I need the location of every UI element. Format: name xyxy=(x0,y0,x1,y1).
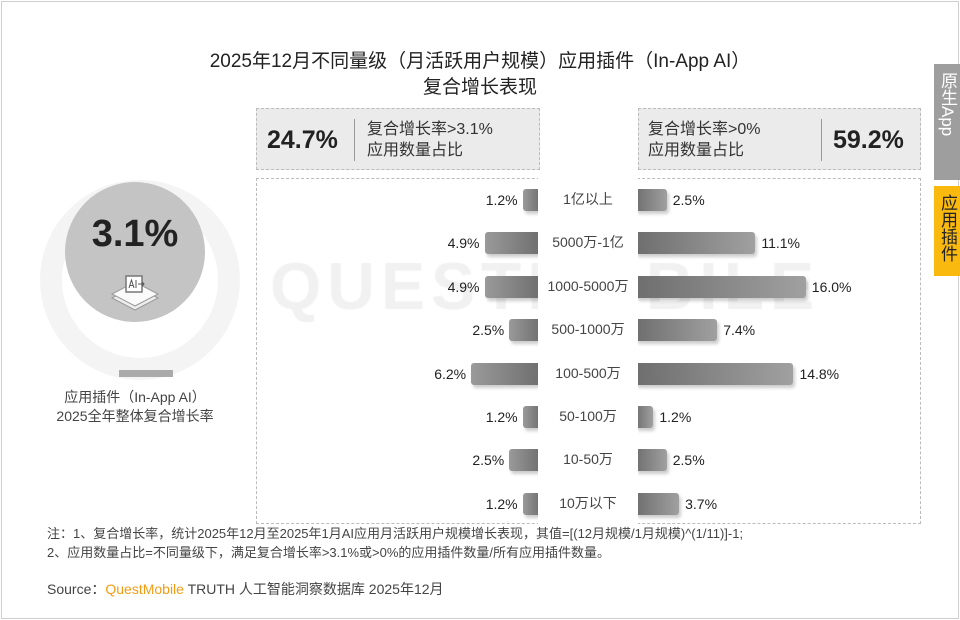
tab-native-app[interactable]: 原生App xyxy=(934,64,960,180)
footer: 注：1、复合增长率，统计2025年12月至2025年1月AI应用月活跃用户规模增… xyxy=(47,524,952,599)
value-label-right: 1.2% xyxy=(659,409,692,425)
chart-title: 2025年12月不同量级（月活跃用户规模）应用插件（In-App AI） xyxy=(209,51,751,72)
bar-right xyxy=(635,189,667,211)
overall-label-1: 应用插件（In-App AI） xyxy=(64,389,206,405)
category-label: 5000万-1亿 xyxy=(552,234,624,251)
value-label-right: 14.8% xyxy=(799,365,840,382)
source-brand: QuestMobile xyxy=(105,581,184,597)
note-2: 2、应用数量占比=不同量级下，满足复合增长率>3.1%或>0%的应用插件数量/所… xyxy=(47,545,611,560)
bar-left xyxy=(509,449,541,472)
bar-right xyxy=(635,449,667,472)
overall-circle: 3.1% xyxy=(65,182,205,322)
value-label-left: 2.5% xyxy=(472,322,505,339)
right-summary-line1: 复合增长率>0% xyxy=(648,121,761,138)
bar-left xyxy=(484,275,541,298)
bar-right xyxy=(635,319,718,342)
category-label: 10-50万 xyxy=(563,451,613,468)
ai-plugin-icon xyxy=(110,275,160,311)
value-label-left: 4.9% xyxy=(447,278,480,295)
category-label: 500-1000万 xyxy=(551,321,625,338)
right-summary-line2: 应用数量占比 xyxy=(648,142,745,159)
note-1: 注：1、复合增长率，统计2025年12月至2025年1月AI应用月活跃用户规模增… xyxy=(47,526,744,541)
left-summary-box: 24.7% 复合增长率>3.1% 应用数量占比 xyxy=(256,108,540,170)
value-label-right: 2.5% xyxy=(672,452,705,469)
tab-label: 应用插件 xyxy=(938,194,957,262)
category-label: 1000-5000万 xyxy=(547,277,629,294)
category-label: 10万以下 xyxy=(559,494,617,511)
category-column xyxy=(538,178,638,524)
left-summary-value: 24.7% xyxy=(267,126,338,154)
category-label: 1亿以上 xyxy=(563,191,613,207)
bar-left xyxy=(522,492,541,515)
value-label-left: 2.5% xyxy=(472,452,505,469)
value-label-left: 1.2% xyxy=(485,192,518,208)
bar-left xyxy=(509,319,541,342)
tab-label: 原生App xyxy=(938,72,957,137)
divider xyxy=(354,119,355,161)
underline-bar xyxy=(119,370,173,377)
value-label-left: 4.9% xyxy=(447,235,480,252)
source-rest: TRUTH 人工智能洞察数据库 2025年12月 xyxy=(183,581,444,597)
value-label-left: 1.2% xyxy=(485,409,518,425)
value-label-right: 2.5% xyxy=(672,192,705,208)
overall-label-2: 2025全年整体复合增长率 xyxy=(56,408,214,424)
bar-right xyxy=(635,492,680,515)
value-label-left: 6.2% xyxy=(434,365,467,382)
overall-value: 3.1% xyxy=(91,213,179,255)
category-label: 100-500万 xyxy=(555,364,621,381)
bar-left xyxy=(522,406,541,428)
left-summary-line1: 复合增长率>3.1% xyxy=(367,121,493,138)
value-label-right: 7.4% xyxy=(723,322,756,339)
left-summary-line2: 应用数量占比 xyxy=(367,142,464,159)
category-label: 50-100万 xyxy=(559,408,617,424)
divider xyxy=(821,119,822,161)
bar-right xyxy=(635,232,756,255)
source: Source：QuestMobile TRUTH 人工智能洞察数据库 2025年… xyxy=(47,579,952,599)
bar-left xyxy=(522,189,541,211)
source-prefix: Source： xyxy=(47,581,106,597)
tab-app-plugin[interactable]: 应用插件 xyxy=(934,186,960,276)
value-label-right: 3.7% xyxy=(685,495,718,512)
bar-left xyxy=(471,362,541,385)
value-label-right: 11.1% xyxy=(761,235,800,252)
bar-right xyxy=(635,362,794,385)
chart-subtitle: 复合增长表现 xyxy=(422,77,537,98)
value-label-right: 16.0% xyxy=(811,278,852,295)
bar-left xyxy=(484,232,541,255)
right-summary-value: 59.2% xyxy=(833,126,904,154)
right-summary-box: 复合增长率>0% 应用数量占比 59.2% xyxy=(638,108,921,170)
bar-right xyxy=(635,275,806,298)
bar-right xyxy=(635,406,654,428)
value-label-left: 1.2% xyxy=(485,495,518,512)
